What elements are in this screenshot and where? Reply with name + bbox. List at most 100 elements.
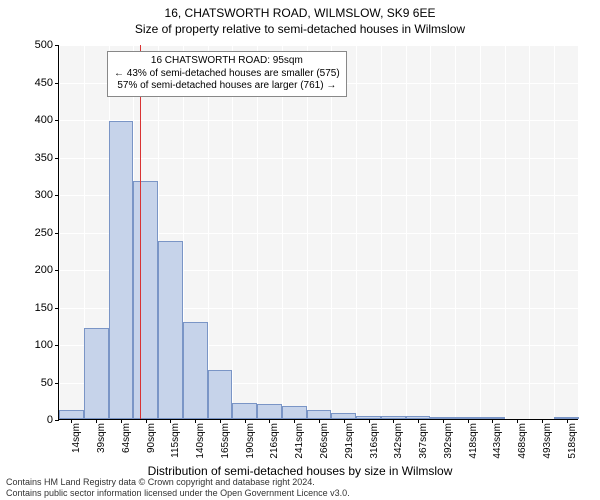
histogram-bar bbox=[183, 322, 208, 420]
y-tick-label: 250 bbox=[35, 227, 53, 239]
x-tick-mark bbox=[294, 419, 295, 423]
x-tick-label: 39sqm bbox=[96, 423, 107, 453]
x-tick-label: 291sqm bbox=[344, 423, 355, 459]
histogram-bar bbox=[109, 121, 134, 420]
histogram-bar bbox=[480, 417, 505, 419]
x-tick-mark bbox=[567, 419, 568, 423]
title-line-1: 16, CHATSWORTH ROAD, WILMSLOW, SK9 6EE bbox=[0, 0, 600, 20]
footer-line-2: Contains public sector information licen… bbox=[6, 488, 350, 498]
gridline-vertical bbox=[381, 45, 382, 419]
gridline-horizontal bbox=[59, 45, 578, 46]
x-axis-label: Distribution of semi-detached houses by … bbox=[0, 464, 600, 478]
gridline-vertical bbox=[529, 45, 530, 419]
histogram-bar bbox=[307, 410, 332, 419]
footer-attribution: Contains HM Land Registry data © Crown c… bbox=[6, 477, 350, 498]
x-tick-mark bbox=[517, 419, 518, 423]
gridline-vertical bbox=[208, 45, 209, 419]
x-tick-mark bbox=[146, 419, 147, 423]
chart-plot-area: 05010015020025030035040045050014sqm39sqm… bbox=[58, 45, 578, 420]
annotation-line-3: 57% of semi-detached houses are larger (… bbox=[114, 80, 340, 93]
x-tick-label: 468sqm bbox=[517, 423, 528, 459]
y-tick-label: 450 bbox=[35, 77, 53, 89]
x-tick-mark bbox=[492, 419, 493, 423]
x-tick-label: 90sqm bbox=[146, 423, 157, 453]
x-tick-mark bbox=[319, 419, 320, 423]
x-tick-label: 216sqm bbox=[269, 423, 280, 459]
x-tick-label: 115sqm bbox=[170, 423, 181, 458]
x-tick-label: 14sqm bbox=[71, 423, 82, 453]
y-tick-label: 150 bbox=[35, 302, 53, 314]
x-tick-label: 367sqm bbox=[418, 423, 429, 459]
x-tick-label: 418sqm bbox=[468, 423, 479, 459]
y-tick-mark bbox=[55, 420, 59, 421]
y-tick-label: 500 bbox=[35, 39, 53, 51]
gridline-vertical bbox=[59, 45, 60, 419]
x-tick-label: 316sqm bbox=[369, 423, 380, 459]
x-tick-label: 266sqm bbox=[319, 423, 330, 459]
x-tick-mark bbox=[195, 419, 196, 423]
x-tick-label: 443sqm bbox=[492, 423, 503, 459]
x-tick-mark bbox=[220, 419, 221, 423]
x-tick-label: 190sqm bbox=[245, 423, 256, 459]
footer-line-1: Contains HM Land Registry data © Crown c… bbox=[6, 477, 350, 487]
y-tick-label: 50 bbox=[41, 377, 53, 389]
gridline-vertical bbox=[257, 45, 258, 419]
histogram-bar bbox=[406, 416, 431, 419]
y-tick-label: 350 bbox=[35, 152, 53, 164]
gridline-vertical bbox=[505, 45, 506, 419]
x-tick-mark bbox=[443, 419, 444, 423]
histogram-bar bbox=[282, 406, 307, 420]
x-tick-mark bbox=[269, 419, 270, 423]
property-annotation-box: 16 CHATSWORTH ROAD: 95sqm ← 43% of semi-… bbox=[107, 51, 347, 97]
x-tick-mark bbox=[369, 419, 370, 423]
histogram-bar bbox=[59, 410, 84, 419]
x-tick-mark bbox=[542, 419, 543, 423]
annotation-line-2: ← 43% of semi-detached houses are smalle… bbox=[114, 68, 340, 81]
y-tick-label: 300 bbox=[35, 189, 53, 201]
gridline-vertical bbox=[455, 45, 456, 419]
histogram-bar bbox=[381, 416, 406, 419]
x-tick-label: 140sqm bbox=[195, 423, 206, 459]
histogram-bar bbox=[84, 328, 109, 420]
y-tick-label: 100 bbox=[35, 339, 53, 351]
x-tick-label: 64sqm bbox=[121, 423, 132, 453]
x-tick-mark bbox=[245, 419, 246, 423]
histogram-bar bbox=[356, 416, 381, 419]
histogram-bar bbox=[430, 417, 455, 419]
y-tick-label: 200 bbox=[35, 264, 53, 276]
x-tick-mark bbox=[170, 419, 171, 423]
x-tick-mark bbox=[344, 419, 345, 423]
gridline-horizontal bbox=[59, 120, 578, 121]
histogram-bar bbox=[455, 417, 480, 419]
histogram-bar bbox=[208, 370, 233, 419]
histogram-bar bbox=[331, 413, 356, 419]
histogram-bar bbox=[158, 241, 183, 419]
x-tick-label: 241sqm bbox=[294, 423, 305, 459]
gridline-vertical bbox=[480, 45, 481, 419]
gridline-horizontal bbox=[59, 158, 578, 159]
gridline-vertical bbox=[307, 45, 308, 419]
gridline-vertical bbox=[331, 45, 332, 419]
x-tick-mark bbox=[468, 419, 469, 423]
x-tick-mark bbox=[71, 419, 72, 423]
x-tick-label: 165sqm bbox=[220, 423, 231, 459]
gridline-vertical bbox=[232, 45, 233, 419]
x-tick-label: 518sqm bbox=[567, 423, 578, 459]
x-tick-mark bbox=[96, 419, 97, 423]
gridline-vertical bbox=[554, 45, 555, 419]
y-tick-label: 400 bbox=[35, 114, 53, 126]
y-tick-label: 0 bbox=[47, 414, 53, 426]
property-marker-line bbox=[140, 45, 141, 419]
histogram-bar bbox=[554, 417, 579, 419]
histogram-bar bbox=[232, 403, 257, 420]
annotation-line-1: 16 CHATSWORTH ROAD: 95sqm bbox=[114, 55, 340, 68]
x-tick-label: 493sqm bbox=[542, 423, 553, 459]
gridline-vertical bbox=[406, 45, 407, 419]
x-tick-label: 392sqm bbox=[443, 423, 454, 459]
title-line-2: Size of property relative to semi-detach… bbox=[0, 20, 600, 36]
x-tick-mark bbox=[121, 419, 122, 423]
histogram-bar bbox=[257, 404, 282, 419]
gridline-vertical bbox=[282, 45, 283, 419]
gridline-vertical bbox=[356, 45, 357, 419]
x-tick-mark bbox=[418, 419, 419, 423]
